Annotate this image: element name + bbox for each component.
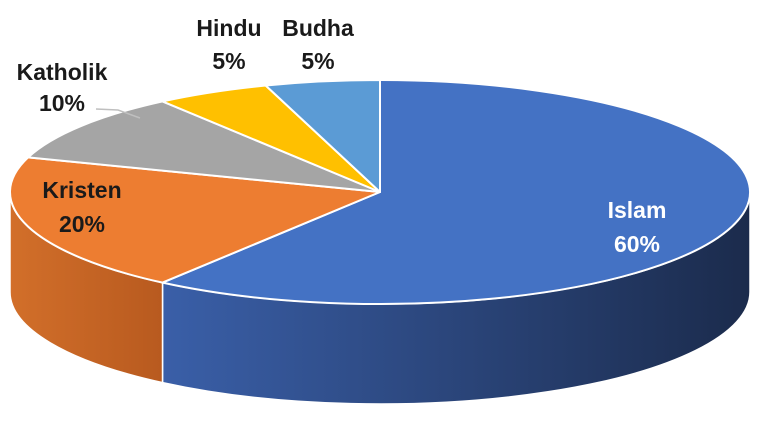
- slice-value-hindu: 5%: [212, 48, 245, 74]
- slice-labels: Islam 60% Kristen 20% Katholik 10% Hindu 5% Budh…: [17, 15, 667, 257]
- pie-tops: [9, 79, 751, 305]
- slice-value-islam: 60%: [614, 231, 660, 257]
- slice-value-kristen: 20%: [59, 211, 105, 237]
- slice-label-islam: Islam: [608, 197, 667, 223]
- slice-budha: [264, 79, 381, 193]
- slice-label-kristen: Kristen: [42, 177, 121, 203]
- slice-value-katholik: 10%: [39, 90, 85, 116]
- slice-label-katholik: Katholik: [17, 59, 108, 85]
- leader-line-katholik: [95, 108, 141, 119]
- leader-lines: [95, 108, 141, 119]
- slice-value-budha: 5%: [301, 48, 334, 74]
- slice-label-budha: Budha: [282, 15, 354, 41]
- slice-katholik: [27, 100, 381, 193]
- slice-label-hindu: Hindu: [196, 15, 261, 41]
- slice-kristen: [9, 156, 381, 284]
- slice-islam: [161, 79, 751, 305]
